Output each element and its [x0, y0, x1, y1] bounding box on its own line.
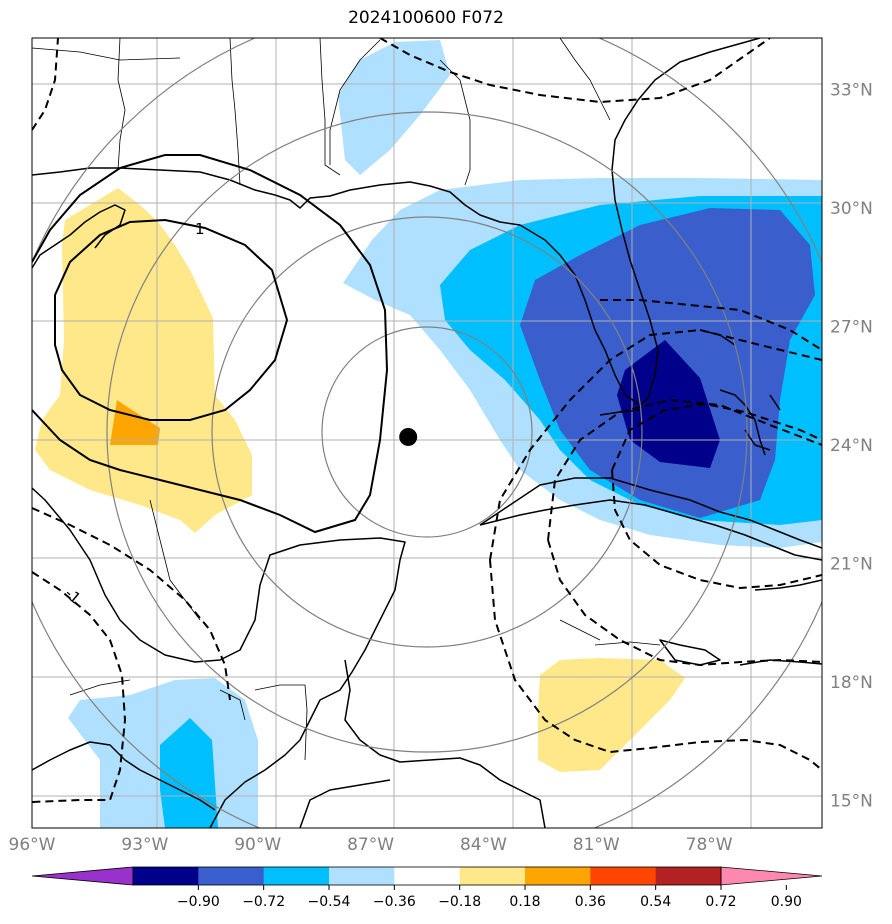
lon-tick-label: 90°W [234, 835, 281, 855]
map-frame [31, 37, 823, 829]
shade-neg-mid-sw [160, 718, 218, 828]
contour-label-positive: 1 [195, 220, 205, 238]
range-ring-3 [106, 111, 748, 753]
contour-solid-outer [32, 154, 389, 534]
contour-dashed-nw [32, 38, 59, 131]
contour-dashed-sw [32, 571, 127, 803]
contour-dashed-e1 [489, 328, 822, 561]
colorbar-cell [394, 867, 461, 885]
lon-tick-label: 78°W [686, 835, 733, 855]
colorbar-cell [198, 867, 265, 885]
colorbar-cell [133, 867, 199, 885]
contour-dashed-e4 [489, 559, 822, 771]
lat-tick-label: 21°N [830, 554, 873, 574]
colorbar-cell [590, 867, 657, 885]
colorbar-cell [329, 867, 395, 885]
lon-tick-label: 93°W [121, 835, 168, 855]
contour-label-negative: -1 [61, 584, 84, 607]
lon-tick-label: 87°W [347, 835, 394, 855]
colorbar-tick-label: −0.72 [242, 894, 285, 910]
contours-positive [32, 154, 389, 534]
contour-dashed-ne [379, 38, 771, 104]
colorbar-cell [655, 867, 722, 885]
map-title: 2024100600 F072 [348, 8, 504, 28]
colorbar-tick-label: 0.90 [771, 894, 802, 910]
lat-tick-label: 33°N [830, 80, 873, 100]
contours-negative [32, 38, 822, 803]
colorbar-tick-label: 0.54 [640, 894, 671, 910]
colorbar: −0.90 −0.72 −0.54 −0.36 −0.18 0.18 0.36 0.54 0.7… [31, 866, 823, 910]
range-ring-2 [211, 216, 643, 648]
colorbar-outline [132, 866, 722, 886]
lat-tick-label: 18°N [830, 673, 873, 693]
contour-solid-inner [54, 218, 289, 421]
contour-dashed-e7 [600, 299, 822, 351]
storm-center-marker [399, 427, 418, 446]
colorbar-tick-label: 0.18 [509, 894, 540, 910]
lon-tick-label: 84°W [460, 835, 507, 855]
colorbar-tick-label: 0.72 [705, 894, 736, 910]
range-ring-1 [321, 326, 533, 538]
contour-dashed-e5 [547, 539, 822, 667]
shade-neg-core [617, 340, 720, 468]
latitude-labels: 15°N 18°N 21°N 24°N 27°N 30°N 33°N [830, 80, 873, 811]
lat-tick-label: 30°N [830, 199, 873, 219]
shade-pos-east [538, 658, 685, 772]
coastlines [32, 38, 822, 828]
colorbar-cell [525, 867, 591, 885]
colorbar-tick-label: −0.54 [308, 894, 351, 910]
shade-pos-west [35, 188, 252, 533]
contour-dashed-e3 [611, 402, 822, 471]
lat-tick-label: 24°N [830, 436, 873, 456]
contour-dashed-e6 [611, 469, 822, 590]
colorbar-tick-label: −0.90 [177, 894, 220, 910]
colorbar-tick-label: −0.36 [373, 894, 416, 910]
colorbar-extend-low [31, 866, 134, 886]
lat-tick-label: 15°N [830, 791, 873, 811]
lat-tick-label: 27°N [830, 317, 873, 337]
range-rings [32, 38, 822, 828]
longitude-labels: 96°W 93°W 90°W 87°W 84°W 81°W 78°W [9, 835, 733, 855]
shade-pos-orange [110, 400, 160, 445]
colorbar-extend-high [720, 866, 823, 886]
contour-dashed-e2 [547, 398, 822, 541]
colorbar-cell [459, 867, 526, 885]
colorbar-tick-label: 0.36 [575, 894, 606, 910]
lon-tick-label: 81°W [573, 835, 620, 855]
graticule [32, 38, 822, 828]
colorbar-tick-label: −0.18 [438, 894, 481, 910]
colorbar-cell [263, 867, 330, 885]
lon-tick-label: 96°W [9, 835, 56, 855]
contour-dashed-w [32, 507, 231, 701]
